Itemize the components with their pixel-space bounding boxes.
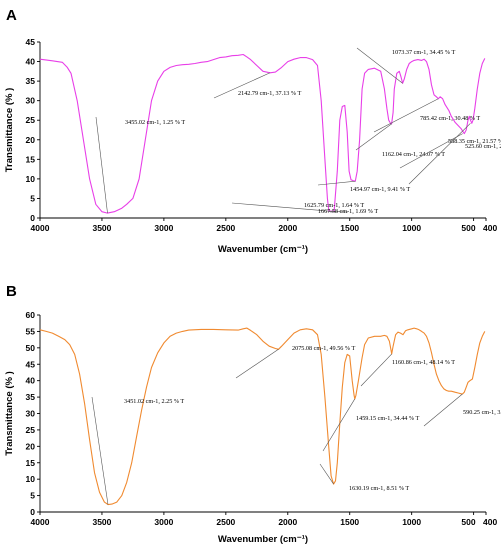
x-tick-label: 3500 xyxy=(92,517,111,527)
annotation-label: 590.25 cm-1, 35.94 % T xyxy=(463,409,501,416)
x-tick-label: 2000 xyxy=(278,517,297,527)
x-tick-label: 2000 xyxy=(278,223,297,233)
annotation-leader xyxy=(399,133,463,169)
annotation-leader xyxy=(319,463,334,485)
x-tick-label: 1500 xyxy=(340,223,359,233)
y-tick-label: 50 xyxy=(26,343,36,353)
x-tick-label: 400 xyxy=(483,517,497,527)
annotation-leader xyxy=(355,123,392,151)
annotation-label: 3451.02 cm-1, 2.25 % T xyxy=(124,398,184,405)
annotation-leader xyxy=(408,123,471,185)
annotation-label: 525.60 cm-1, 24.21 % T xyxy=(465,143,501,150)
annotation-label: 1625.79 cm-1, 1.64 % T xyxy=(304,202,364,209)
x-tick-label: 2500 xyxy=(216,517,235,527)
annotation-leader xyxy=(235,349,279,379)
x-tick-label: 500 xyxy=(461,223,475,233)
y-tick-label: 15 xyxy=(26,458,36,468)
annotation-label: 1459.15 cm-1, 34.44 % T xyxy=(356,415,420,422)
y-axis-title-a: Transmittance (% ) xyxy=(4,88,15,172)
x-tick-label: 3000 xyxy=(154,517,173,527)
y-tick-label: 15 xyxy=(26,154,36,164)
annotation-leader xyxy=(95,116,108,214)
annotation-label: 2142.79 cm-1, 37.13 % T xyxy=(238,90,302,97)
x-tick-label: 1500 xyxy=(340,517,359,527)
x-tick-label: 4000 xyxy=(31,517,50,527)
y-tick-label: 0 xyxy=(30,507,35,517)
y-tick-label: 0 xyxy=(30,213,35,223)
spectrum-line xyxy=(39,327,486,506)
panel-a: A Transmittance (% ) Wavenumber (cm⁻¹) 0… xyxy=(4,7,501,255)
annotation-label: 1454.97 cm-1, 9.41 % T xyxy=(350,186,410,193)
annotation-label: 1667.58 cm-1, 1.69 % T xyxy=(318,208,378,215)
y-tick-label: 30 xyxy=(26,409,36,419)
annotation-leader xyxy=(360,353,392,387)
y-tick-label: 40 xyxy=(26,376,36,386)
y-tick-label: 30 xyxy=(26,96,36,106)
y-tick-label: 20 xyxy=(26,441,36,451)
y-tick-label: 55 xyxy=(26,326,36,336)
annotation-label: 1162.04 cm-1, 24.07 % T xyxy=(382,151,445,158)
y-tick-label: 45 xyxy=(26,37,36,47)
x-tick-label: 400 xyxy=(483,223,497,233)
annotation-leader xyxy=(231,202,335,212)
y-tick-label: 10 xyxy=(26,474,36,484)
x-axis-title-a: Wavenumber (cm⁻¹) xyxy=(218,244,308,255)
annotation-leader xyxy=(322,398,356,452)
y-tick-label: 5 xyxy=(30,193,35,203)
y-tick-label: 35 xyxy=(26,392,36,402)
x-tick-label: 3500 xyxy=(92,223,111,233)
annotation-label: 1160.86 cm-1, 48.14 % T xyxy=(392,359,455,366)
annotation-leader xyxy=(356,47,403,84)
annotation-leader xyxy=(91,396,109,505)
annotation-leader xyxy=(317,180,356,186)
annotation-label: 785.42 cm-1, 30.48 % T xyxy=(420,115,480,122)
x-tick-label: 1000 xyxy=(402,517,421,527)
y-tick-label: 40 xyxy=(26,57,36,67)
annotation-label: 588.35 cm-1, 21.57 % T xyxy=(448,138,501,145)
y-tick-label: 25 xyxy=(26,115,36,125)
annotation-leader xyxy=(373,98,439,133)
x-tick-label: 500 xyxy=(461,517,475,527)
y-tick-label: 5 xyxy=(30,491,35,501)
annotation-label: 2075.08 cm-1, 49.56 % T xyxy=(292,345,356,352)
y-tick-label: 25 xyxy=(26,425,36,435)
y-tick-label: 10 xyxy=(26,174,36,184)
annotation-leader xyxy=(213,72,271,99)
panel-letter-a: A xyxy=(6,7,17,24)
panel-b: B Transmittance (% ) Wavenumber (cm⁻¹) 0… xyxy=(4,283,501,545)
panel-letter-b: B xyxy=(6,283,17,300)
y-tick-label: 20 xyxy=(26,135,36,145)
y-tick-label: 60 xyxy=(26,310,36,320)
annotation-label: 3455.02 cm-1, 1.25 % T xyxy=(125,119,185,126)
y-tick-label: 35 xyxy=(26,76,36,86)
spectrum-line xyxy=(39,53,486,214)
x-tick-label: 4000 xyxy=(31,223,50,233)
x-tick-label: 2500 xyxy=(216,223,235,233)
annotation-leader xyxy=(328,211,349,213)
y-axis-title-b: Transmittance (% ) xyxy=(4,371,15,455)
x-tick-label: 3000 xyxy=(154,223,173,233)
annotation-label: 1630.19 cm-1, 8.51 % T xyxy=(349,485,409,492)
y-tick-label: 45 xyxy=(26,359,36,369)
x-axis-title-b: Wavenumber (cm⁻¹) xyxy=(218,534,308,545)
annotation-leader xyxy=(423,393,463,427)
annotation-label: 1073.37 cm-1, 34.45 % T xyxy=(392,49,456,56)
x-tick-label: 1000 xyxy=(402,223,421,233)
